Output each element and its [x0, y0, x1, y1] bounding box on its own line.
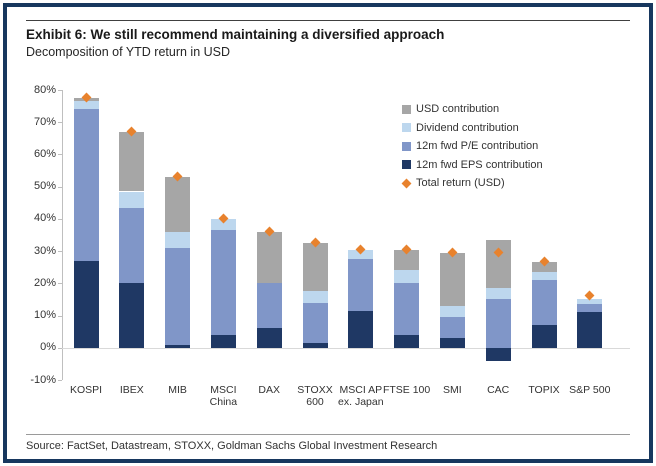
- legend-swatch-icon: [402, 141, 411, 151]
- x-axis-category-label: IBEX: [119, 384, 144, 396]
- legend-label: Dividend contribution: [416, 121, 519, 134]
- y-axis-tick-label: 10%: [33, 309, 56, 322]
- x-axis-category-label: MIB: [168, 384, 187, 396]
- exhibit-title: Exhibit 6: We still recommend maintainin…: [26, 27, 445, 42]
- y-axis-tick-label: 60%: [33, 147, 56, 160]
- x-axis-category-label: KOSPI: [69, 384, 103, 396]
- footer-divider: [26, 434, 630, 435]
- bar-segment: [165, 231, 191, 248]
- x-axis-category-label: SMI: [443, 384, 462, 396]
- y-axis-tick-label: 0%: [40, 341, 56, 354]
- bar-segment: [302, 291, 328, 303]
- bar-segment: [439, 317, 465, 339]
- bar-segment: [73, 101, 99, 110]
- y-axis-tick: [58, 251, 62, 253]
- legend-swatch-icon: [402, 104, 411, 114]
- y-axis-tick-label: 40%: [33, 212, 56, 225]
- bar-segment: [73, 109, 99, 261]
- bar-segment: [119, 131, 145, 192]
- x-axis-category-label: TOPIX: [528, 384, 560, 396]
- y-axis-tick: [58, 347, 62, 349]
- bar-segment: [531, 280, 557, 326]
- bar-segment: [210, 334, 236, 348]
- bar-segment: [256, 231, 282, 284]
- y-axis-tick: [58, 154, 62, 156]
- bar-segment: [485, 347, 511, 361]
- bar-segment: [119, 191, 145, 208]
- y-axis-tick: [58, 218, 62, 220]
- legend-item: 12m fwd P/E contribution: [402, 137, 538, 155]
- x-axis-category-label: MSCI AP ex. Japan: [338, 384, 384, 408]
- y-axis-tick: [58, 90, 62, 91]
- bar-segment: [165, 247, 191, 345]
- y-axis-tick: [58, 315, 62, 317]
- bar-segment: [165, 177, 191, 232]
- bar-segment: [119, 207, 145, 284]
- bar-segment: [394, 249, 420, 271]
- y-axis-line: [62, 90, 63, 380]
- bar-segment: [577, 299, 603, 305]
- bar-segment: [302, 342, 328, 348]
- y-axis-tick-label: -10%: [30, 373, 56, 386]
- bar-segment: [531, 262, 557, 273]
- bar-segment: [348, 249, 374, 260]
- zero-baseline: [62, 347, 630, 349]
- bar-segment: [485, 288, 511, 300]
- bar-segment: [73, 260, 99, 348]
- legend-swatch-icon: [402, 123, 411, 133]
- bar-segment: [165, 344, 191, 348]
- y-axis-tick-label: 70%: [33, 115, 56, 128]
- bar-segment: [302, 302, 328, 343]
- bar-segment: [394, 334, 420, 348]
- y-axis-tick: [58, 283, 62, 285]
- x-axis-category-label: STOXX 600: [297, 384, 333, 408]
- bar-segment: [439, 305, 465, 318]
- bar-segment: [302, 243, 328, 292]
- bar-segment: [394, 283, 420, 335]
- legend-item: Total return (USD): [401, 174, 505, 192]
- legend-label: 12m fwd P/E contribution: [416, 140, 539, 153]
- bar-segment: [119, 283, 145, 348]
- x-axis-category-label: FTSE 100: [382, 384, 431, 396]
- legend-label: Total return (USD): [416, 177, 505, 190]
- y-axis-tick-label: 30%: [33, 244, 56, 257]
- bar-segment: [439, 252, 465, 306]
- legend-diamond-icon: [401, 178, 412, 189]
- bar-segment: [531, 272, 557, 281]
- bar-segment: [577, 304, 603, 313]
- y-axis-tick-label: 80%: [33, 83, 56, 96]
- legend-item: Dividend contribution: [402, 119, 519, 137]
- bar-segment: [256, 283, 282, 329]
- y-axis-tick-label: 20%: [33, 276, 56, 289]
- bar-segment: [531, 325, 557, 348]
- legend-item: 12m fwd EPS contribution: [402, 156, 543, 174]
- legend-swatch-icon: [402, 160, 411, 170]
- y-axis-tick: [58, 122, 62, 124]
- bar-segment: [394, 270, 420, 284]
- legend-item: USD contribution: [402, 100, 499, 118]
- bar-segment: [210, 218, 236, 231]
- x-axis-category-label: S&P 500: [569, 384, 611, 396]
- y-axis-tick: [58, 186, 62, 188]
- bar-segment: [210, 230, 236, 335]
- bar-segment: [577, 312, 603, 348]
- y-axis-tick-label: 50%: [33, 180, 56, 193]
- bar-segment: [348, 259, 374, 311]
- bar-segment: [439, 338, 465, 348]
- bar-segment: [485, 299, 511, 348]
- y-axis-tick: [58, 380, 62, 381]
- source-note: Source: FactSet, Datastream, STOXX, Gold…: [26, 440, 438, 452]
- legend-label: 12m fwd EPS contribution: [416, 158, 543, 171]
- bar-segment: [256, 328, 282, 348]
- x-axis-category-label: DAX: [258, 384, 280, 396]
- bar-segment: [348, 310, 374, 348]
- exhibit-subtitle: Decomposition of YTD return in USD: [26, 45, 231, 59]
- x-axis-category-label: MSCI China: [209, 384, 238, 408]
- header-divider: [26, 20, 630, 21]
- legend-label: USD contribution: [416, 103, 500, 115]
- x-axis-category-label: CAC: [487, 384, 510, 396]
